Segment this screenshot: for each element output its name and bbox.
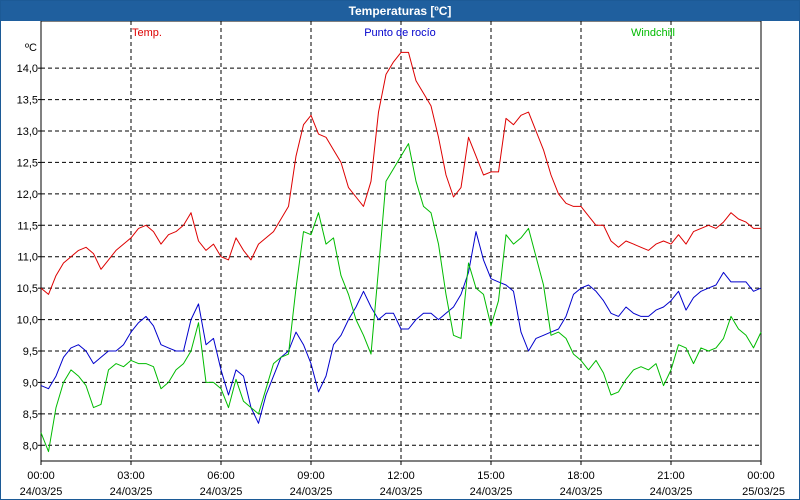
- chart-title: Temperaturas [ºC]: [1, 1, 799, 21]
- x-tick-time-label: 12:00: [387, 470, 415, 482]
- x-tick-date-label: 24/03/25: [200, 486, 243, 498]
- series-lines: [40, 51, 762, 453]
- x-tick-date-label: 24/03/25: [650, 486, 693, 498]
- y-tick-label: 12,5: [17, 157, 38, 169]
- y-tick-label: 11,5: [17, 220, 38, 232]
- x-tick-time-label: 03:00: [117, 470, 145, 482]
- y-tick-label: 11,0: [17, 252, 38, 264]
- y-tick-label: 12,0: [17, 189, 38, 201]
- x-tick-date-label: 24/03/25: [20, 486, 63, 498]
- y-tick-label: 13,5: [17, 95, 38, 107]
- x-tick-date-label: 24/03/25: [380, 486, 423, 498]
- y-axis-ticks: 8,0 8,5 9,0 9,5 10,0 10,5 11,0 11,5 12,0 12,5 13,0…: [17, 63, 41, 452]
- y-tick-label: 13,0: [17, 126, 38, 138]
- legend: Temp. Punto de rocío Windchill: [132, 27, 675, 39]
- y-tick-label: 10,0: [17, 315, 38, 327]
- x-tick-time-label: 06:00: [207, 470, 235, 482]
- x-tick-date-label: 25/03/25: [742, 486, 785, 498]
- y-tick-label: 9,5: [23, 346, 38, 358]
- x-tick-time-label: 09:00: [297, 470, 325, 482]
- series-line-1: [40, 231, 762, 424]
- x-tick-date-label: 24/03/25: [470, 486, 513, 498]
- x-tick-time-label: 00:00: [27, 470, 55, 482]
- series-line-0: [40, 51, 761, 295]
- grid: [41, 21, 761, 461]
- x-tick-time-label: 21:00: [657, 470, 685, 482]
- y-tick-label: 9,0: [23, 377, 38, 389]
- legend-entry-1: Punto de rocío: [364, 27, 436, 39]
- y-tick-label: 10,5: [17, 283, 38, 295]
- y-tick-label: 8,5: [23, 409, 38, 421]
- x-tick-date-label: 24/03/25: [560, 486, 603, 498]
- x-tick-time-label: 18:00: [567, 470, 595, 482]
- legend-entry-0: Temp.: [132, 27, 162, 39]
- temperature-chart: 8,0 8,5 9,0 9,5 10,0 10,5 11,0 11,5 12,0 12,5 13,0…: [17, 21, 785, 498]
- x-tick-time-label: 00:00: [747, 470, 775, 482]
- y-tick-label: 8,0: [23, 440, 38, 452]
- y-tick-label: 14,0: [17, 63, 38, 75]
- series-line-2: [40, 143, 762, 453]
- x-tick-date-label: 24/03/25: [290, 486, 333, 498]
- y-axis-unit-label: ºC: [25, 42, 37, 54]
- x-tick-time-label: 15:00: [477, 470, 505, 482]
- x-tick-date-label: 24/03/25: [110, 486, 153, 498]
- x-axis-ticks: 00:00 24/03/25 03:00 24/03/25 06:00 24/03/25 0…: [20, 461, 785, 498]
- legend-entry-2: Windchill: [631, 27, 675, 39]
